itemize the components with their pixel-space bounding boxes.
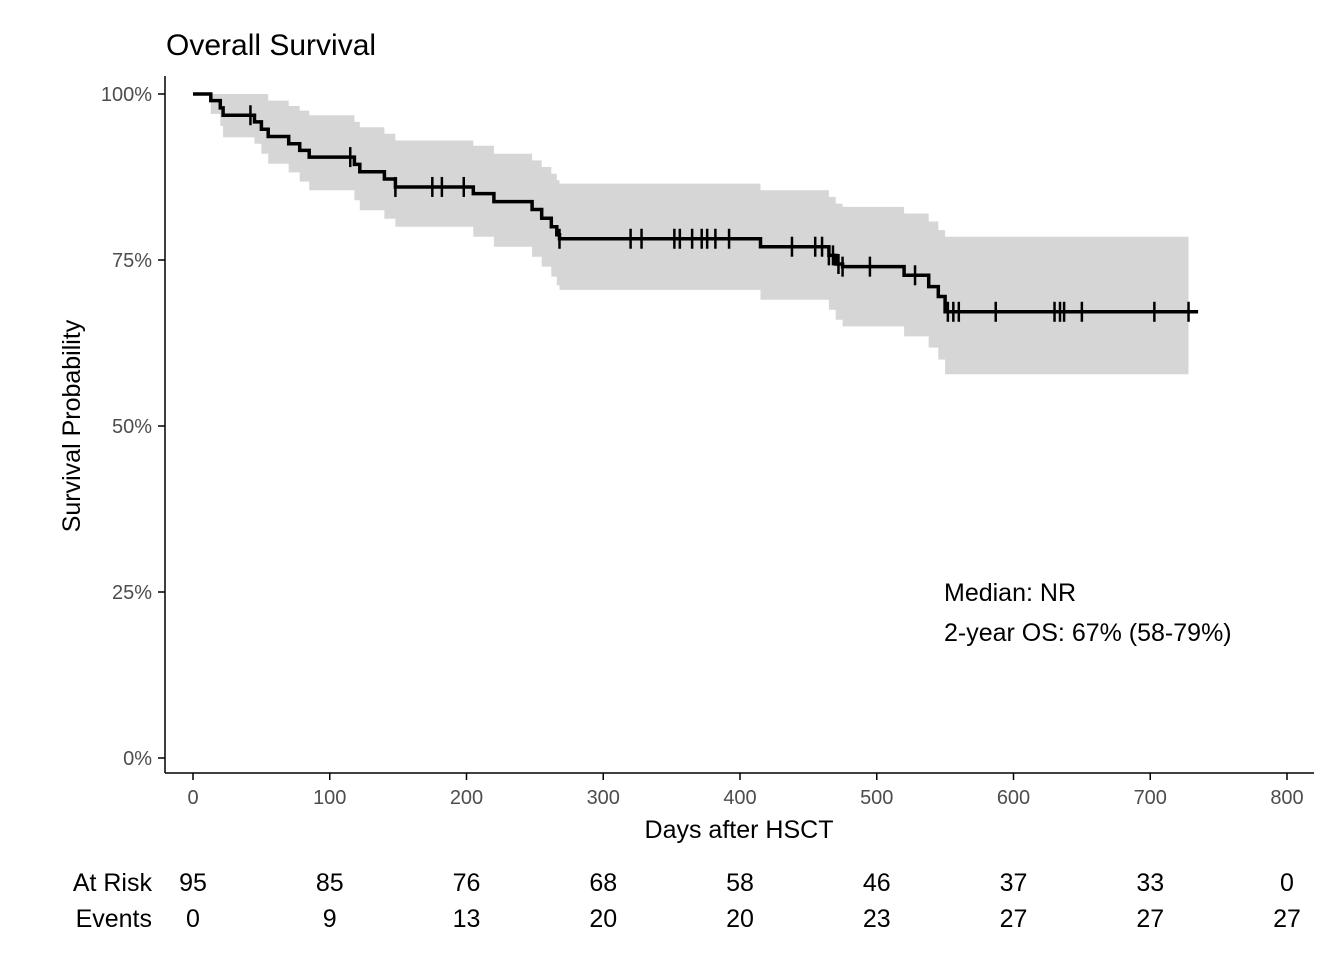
risk-cell: 46 [863,869,891,897]
y-axis-label: Survival Probability [58,319,86,532]
y-tick-label: 0% [123,748,152,770]
risk-cell: 85 [316,869,344,897]
risk-cell: 27 [1000,905,1028,933]
x-tick-label: 100 [313,787,346,809]
y-tick-label: 100% [101,84,152,106]
chart-title: Overall Survival [166,29,376,62]
risk-cell: 27 [1273,905,1301,933]
censor-marks [249,105,1190,322]
risk-row-label: Events [76,905,152,933]
risk-table: At Risk 95 85 76 68 58 46 37 33 0 Events 0 9 13 20 20 23… [73,869,1301,933]
x-tick-label: 400 [723,787,756,809]
risk-cell: 20 [726,905,754,933]
risk-cell: 76 [453,869,481,897]
risk-cell: 9 [323,905,337,933]
risk-cell: 95 [179,869,207,897]
x-ticks: 0 100 200 300 400 500 600 700 800 [187,773,1304,809]
x-tick-label: 300 [587,787,620,809]
risk-cell: 33 [1136,869,1164,897]
confidence-band [193,94,1189,375]
y-tick-label: 75% [112,250,152,272]
y-tick-label: 25% [112,582,152,604]
risk-cell: 27 [1136,905,1164,933]
risk-cell: 37 [1000,869,1028,897]
median-annotation: Median: NR [944,579,1076,607]
risk-cell: 58 [726,869,754,897]
risk-row-label: At Risk [73,869,153,897]
y-tick-label: 50% [112,416,152,438]
risk-cell: 20 [589,905,617,933]
risk-cell: 0 [186,905,200,933]
x-tick-label: 700 [1134,787,1167,809]
x-tick-label: 600 [997,787,1030,809]
risk-cell: 0 [1280,869,1294,897]
x-axis-label: Days after HSCT [645,816,834,844]
x-tick-label: 0 [187,787,198,809]
risk-cell: 68 [589,869,617,897]
x-tick-label: 200 [450,787,483,809]
x-tick-label: 800 [1270,787,1303,809]
risk-cell: 23 [863,905,891,933]
x-tick-label: 500 [860,787,893,809]
y-ticks: 0% 25% 50% 75% 100% [101,84,165,770]
two-year-os-annotation: 2-year OS: 67% (58-79%) [944,619,1232,647]
ci-band-polygon [193,94,1189,375]
risk-cell: 13 [453,905,481,933]
